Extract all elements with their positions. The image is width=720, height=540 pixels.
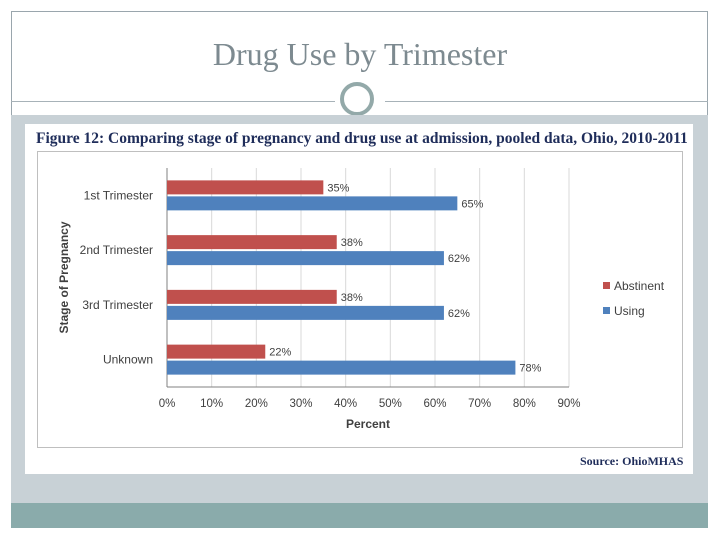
footer-bar xyxy=(11,503,708,528)
data-label: 38% xyxy=(341,292,363,304)
bar-abstinent xyxy=(167,180,324,195)
bar-abstinent xyxy=(167,289,337,304)
category-label: Unknown xyxy=(103,353,153,367)
data-label: 78% xyxy=(519,363,541,375)
bar-using xyxy=(167,360,516,375)
bar-abstinent xyxy=(167,235,337,250)
data-label: 62% xyxy=(448,253,470,265)
x-tick-label: 20% xyxy=(245,398,268,410)
category-label: 1st Trimester xyxy=(84,188,153,202)
x-tick-label: 30% xyxy=(289,398,312,410)
source-note: Source: OhioMHAS xyxy=(580,454,684,468)
x-tick-label: 50% xyxy=(379,398,402,410)
category-label: 2nd Trimester xyxy=(80,243,153,257)
x-tick-label: 60% xyxy=(423,398,446,410)
figure-caption: Figure 12: Comparing stage of pregnancy … xyxy=(36,130,688,147)
y-axis-title: Stage of Pregnancy xyxy=(57,221,71,333)
x-axis-title: Percent xyxy=(346,417,390,431)
x-tick-label: 90% xyxy=(557,398,580,410)
data-label: 38% xyxy=(341,237,363,249)
slide-title: Drug Use by Trimester xyxy=(212,36,508,72)
x-tick-label: 70% xyxy=(468,398,491,410)
title-divider-left xyxy=(11,101,335,102)
data-label: 35% xyxy=(327,182,349,194)
title-ring-ornament xyxy=(340,82,374,116)
data-label: 65% xyxy=(461,198,483,210)
bar-using xyxy=(167,196,458,211)
x-tick-label: 10% xyxy=(200,398,223,410)
data-label: 62% xyxy=(448,308,470,320)
legend-label-abstinent: Abstinent xyxy=(614,279,665,293)
bar-using xyxy=(167,251,444,266)
category-label: 3rd Trimester xyxy=(82,298,153,312)
x-tick-label: 0% xyxy=(159,398,176,410)
bar-abstinent xyxy=(167,344,266,359)
title-divider-right xyxy=(385,101,708,102)
x-tick-label: 80% xyxy=(513,398,536,410)
legend-label-using: Using xyxy=(614,304,645,318)
x-tick-label: 40% xyxy=(334,398,357,410)
bar-using xyxy=(167,305,444,320)
legend-swatch-using xyxy=(603,307,610,314)
legend-swatch-abstinent xyxy=(603,282,610,289)
data-label: 22% xyxy=(269,347,291,359)
